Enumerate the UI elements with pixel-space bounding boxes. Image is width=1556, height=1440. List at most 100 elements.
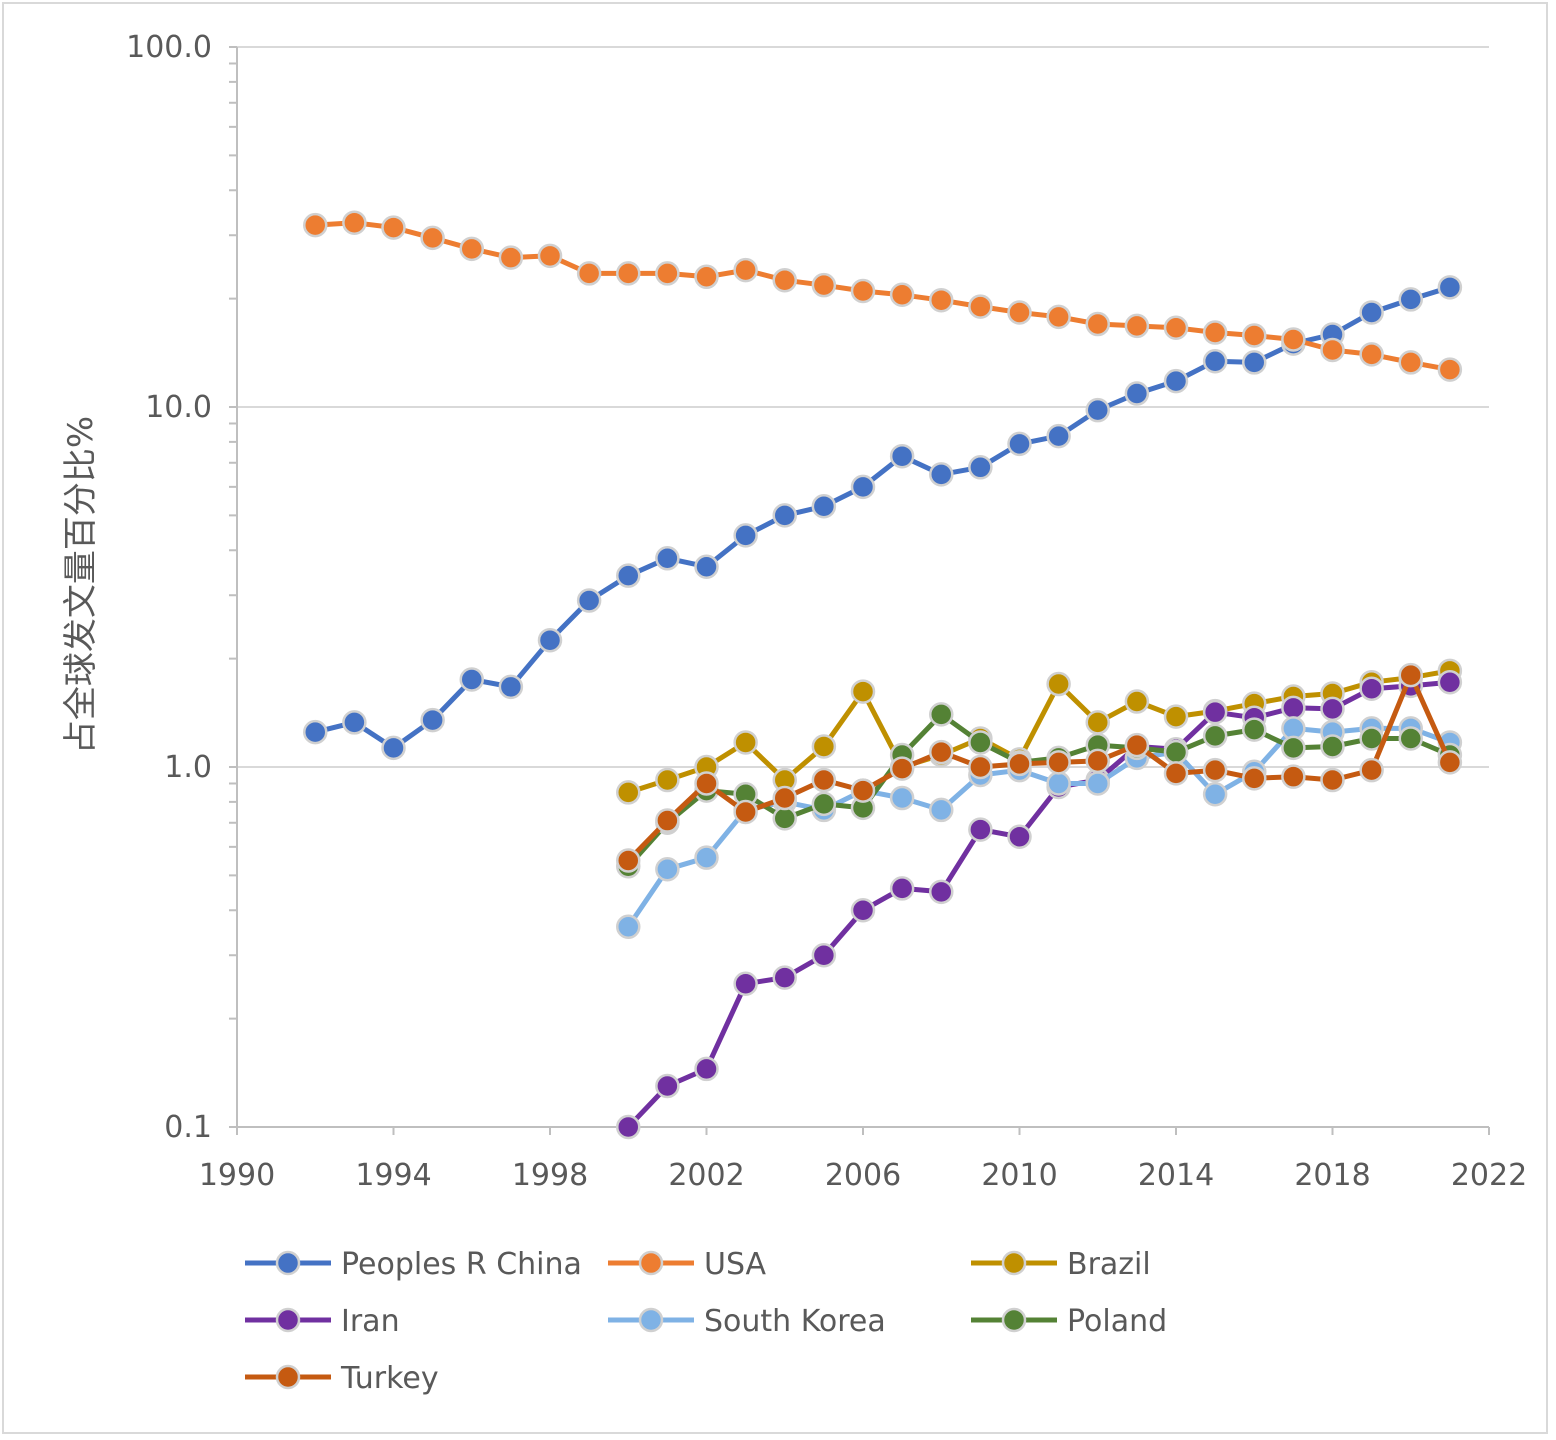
legend-label: Brazil — [1067, 1247, 1151, 1282]
data-point-peoples-r-china — [772, 503, 797, 528]
data-point-peoples-r-china — [420, 707, 445, 733]
data-point-iran — [968, 817, 993, 842]
data-point-usa — [616, 261, 641, 286]
data-point-peoples-r-china — [1085, 397, 1110, 423]
data-point-turkey — [811, 767, 837, 793]
data-point-usa — [1124, 313, 1150, 339]
data-point-brazil — [850, 679, 876, 704]
data-point-peoples-r-china — [850, 474, 876, 500]
data-point-poland — [1281, 735, 1306, 761]
data-point-turkey — [1163, 761, 1189, 786]
data-point-peoples-r-china — [1163, 368, 1189, 394]
data-point-south-korea — [1202, 782, 1228, 807]
data-point-peoples-r-china — [303, 719, 328, 745]
data-point-south-korea — [694, 845, 719, 870]
legend-marker — [275, 1250, 301, 1276]
data-point-usa — [1320, 337, 1345, 363]
series-line-iran — [626, 679, 1451, 1129]
data-point-peoples-r-china — [459, 667, 484, 692]
data-point-iran — [655, 1073, 680, 1099]
x-tick-label: 2002 — [668, 1158, 744, 1193]
data-point-turkey — [850, 778, 876, 803]
data-point-turkey — [733, 799, 758, 825]
data-point-usa — [342, 210, 367, 235]
data-point-usa — [303, 212, 328, 238]
data-point-peoples-r-china — [537, 627, 563, 653]
legend-label: Iran — [341, 1304, 400, 1339]
data-point-usa — [1359, 342, 1384, 367]
data-point-usa — [381, 215, 406, 240]
series-layer — [303, 210, 1463, 1140]
data-point-iran — [1359, 676, 1384, 701]
legend-label: Poland — [1067, 1304, 1167, 1339]
data-point-turkey — [1242, 766, 1267, 791]
legend-label: USA — [704, 1247, 767, 1282]
data-point-usa — [1085, 311, 1110, 337]
legend-item-south-korea: South Korea — [608, 1304, 886, 1339]
data-point-usa — [1437, 357, 1463, 382]
x-tick-label: 2022 — [1451, 1158, 1527, 1193]
y-tick-label: 10.0 — [145, 390, 212, 425]
x-tick-label: 1998 — [512, 1158, 588, 1193]
x-tick-label: 2014 — [1138, 1158, 1214, 1193]
data-point-peoples-r-china — [576, 588, 602, 613]
data-point-poland — [1398, 726, 1423, 751]
data-point-peoples-r-china — [1124, 381, 1150, 406]
data-point-usa — [929, 287, 954, 313]
legend-marker — [1001, 1307, 1027, 1333]
y-tick-label: 1.0 — [164, 750, 212, 785]
data-point-usa — [498, 245, 524, 270]
data-point-south-korea — [929, 797, 954, 823]
data-point-usa — [772, 267, 797, 293]
data-point-poland — [1242, 717, 1267, 742]
data-point-usa — [420, 225, 445, 251]
data-point-turkey — [1398, 662, 1423, 688]
data-point-iran — [1320, 696, 1345, 722]
data-point-peoples-r-china — [655, 546, 680, 571]
data-point-turkey — [1007, 751, 1032, 777]
data-point-usa — [537, 243, 563, 269]
data-point-peoples-r-china — [342, 710, 367, 735]
data-point-poland — [1163, 739, 1189, 765]
legend-marker — [638, 1250, 664, 1276]
data-point-iran — [694, 1056, 719, 1082]
data-point-iran — [1202, 699, 1228, 725]
data-point-peoples-r-china — [1437, 275, 1463, 300]
data-point-turkey — [1281, 764, 1306, 789]
data-point-iran — [850, 898, 876, 923]
data-point-brazil — [1046, 671, 1071, 697]
legend-marker — [275, 1307, 301, 1333]
data-point-usa — [1007, 300, 1032, 325]
data-point-south-korea — [889, 785, 915, 811]
x-tick-label: 1990 — [199, 1158, 275, 1193]
data-point-peoples-r-china — [929, 462, 954, 487]
data-point-iran — [733, 971, 758, 996]
data-point-peoples-r-china — [498, 674, 524, 700]
data-point-turkey — [772, 785, 797, 811]
legend-item-poland: Poland — [971, 1304, 1167, 1339]
data-point-usa — [655, 261, 680, 286]
data-point-usa — [694, 264, 719, 290]
data-point-turkey — [1320, 767, 1345, 793]
data-point-brazil — [811, 734, 837, 759]
data-point-peoples-r-china — [1007, 431, 1032, 457]
data-point-poland — [772, 806, 797, 831]
data-point-iran — [616, 1114, 641, 1140]
series-line-turkey — [626, 672, 1453, 863]
data-point-usa — [733, 257, 758, 283]
legend-marker — [1001, 1250, 1027, 1276]
data-point-peoples-r-china — [1359, 300, 1384, 325]
data-point-turkey — [655, 808, 680, 833]
series-turkey — [616, 662, 1463, 873]
series-peoples-r-china — [303, 275, 1463, 761]
data-point-usa — [850, 278, 876, 304]
data-point-usa — [968, 294, 993, 319]
data-point-turkey — [694, 771, 719, 796]
legend-item-turkey: Turkey — [245, 1361, 439, 1396]
data-point-brazil — [655, 767, 680, 793]
data-point-turkey — [1124, 732, 1150, 758]
legend: Peoples R China USA Brazil Iran South Korea P… — [245, 1247, 1167, 1396]
data-point-peoples-r-china — [1202, 348, 1228, 374]
data-point-peoples-r-china — [1398, 287, 1423, 312]
